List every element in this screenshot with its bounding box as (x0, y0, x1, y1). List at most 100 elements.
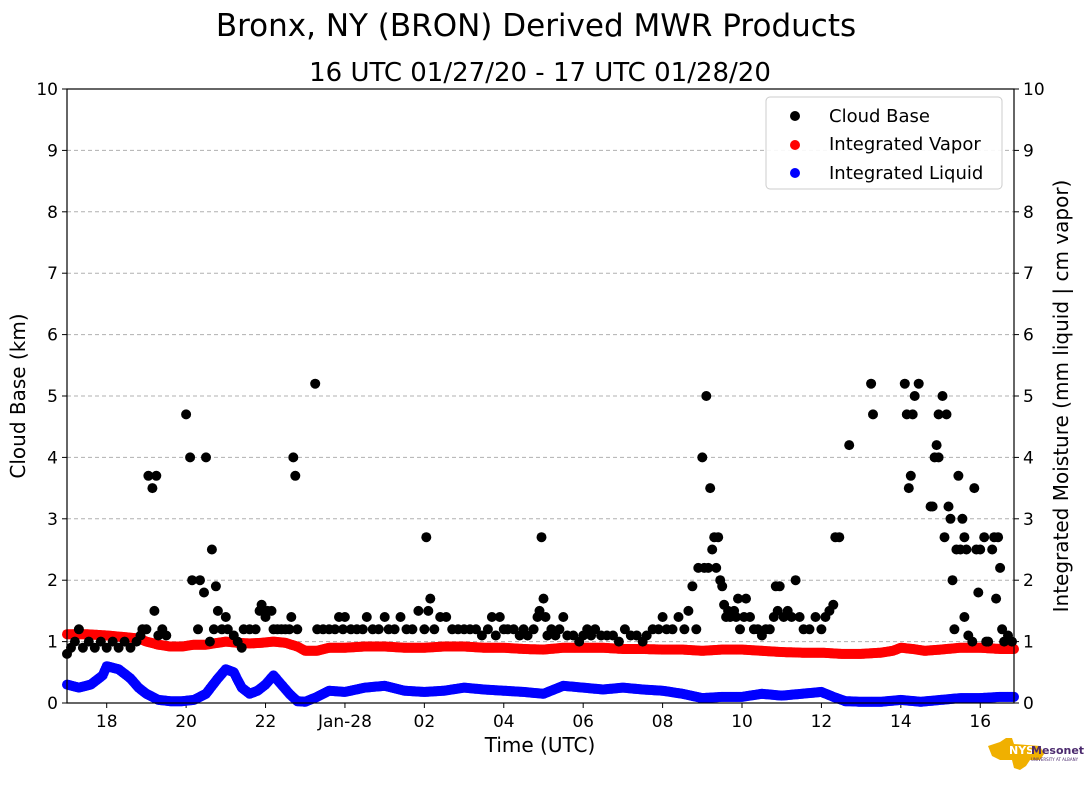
point-cloud-base (206, 544, 217, 555)
point-cloud-base (361, 612, 372, 622)
point-cloud-base (540, 612, 551, 622)
logo-subtext: UNIVERSITY AT ALBANY (1031, 757, 1079, 762)
point-cloud-base (949, 624, 960, 635)
point-cloud-base (816, 624, 827, 635)
point-cloud-base (844, 440, 855, 451)
point-cloud-base (421, 532, 432, 543)
y-tick-label-right: 1 (1023, 633, 1034, 653)
point-cloud-base (937, 391, 948, 401)
point-cloud-base (745, 612, 755, 622)
point-cloud-base (945, 513, 956, 524)
series-cloud-base (62, 378, 1017, 659)
y-tick-label-right: 4 (1023, 448, 1034, 468)
point-cloud-base (590, 624, 601, 635)
point-cloud-base (691, 624, 702, 635)
point-cloud-base (868, 409, 878, 420)
point-cloud-base (208, 624, 219, 635)
point-cloud-base (657, 612, 668, 622)
x-tick-label: 22 (255, 712, 277, 732)
y-tick-label-left: 7 (47, 264, 58, 284)
y-tick-label-right: 5 (1023, 387, 1034, 407)
plot-frame (66, 88, 1015, 704)
y-tick-label-left: 5 (47, 387, 58, 407)
point-cloud-base (423, 605, 434, 616)
point-cloud-base (713, 532, 724, 543)
point-cloud-base (834, 532, 845, 543)
y-tick-label-left: 4 (47, 448, 58, 468)
chart-title: Bronx, NY (BRON) Derived MWR Products (216, 8, 856, 44)
point-cloud-base (903, 483, 914, 494)
point-cloud-base (943, 501, 954, 512)
y-tick-label-left: 0 (47, 694, 58, 714)
point-cloud-base (250, 624, 261, 635)
y-axis-label-right: Integrated Moisture (mm liquid | cm vapo… (1049, 180, 1073, 613)
point-cloud-base (538, 593, 549, 604)
point-cloud-base (199, 587, 209, 598)
y-tick-label-right: 3 (1023, 510, 1034, 530)
point-cloud-base (373, 624, 384, 635)
point-cloud-base (939, 532, 950, 543)
logo-mesonet-text: Mesonet (1031, 744, 1084, 757)
point-cloud-base (125, 642, 136, 653)
point-cloud-base (429, 624, 440, 635)
point-cloud-base (764, 624, 775, 635)
point-cloud-base (201, 452, 211, 463)
legend: Cloud Base Integrated Vapor Integrated L… (765, 96, 1003, 190)
legend-box (765, 96, 1003, 190)
point-cloud-base (735, 624, 745, 635)
y-tick-label-left: 8 (47, 203, 58, 223)
point-cloud-base (379, 612, 390, 622)
point-cloud-base (508, 624, 519, 635)
point-cloud-base (786, 612, 797, 622)
point-cloud-base (534, 605, 545, 616)
point-cloud-base (147, 483, 158, 494)
point-cloud-base (683, 605, 694, 616)
point-cloud-base (558, 612, 569, 622)
point-cloud-base (975, 544, 986, 555)
point-cloud-base (161, 630, 172, 641)
point-cloud-base (701, 391, 712, 401)
legend-label-cloud-base: Cloud Base (829, 106, 930, 127)
point-cloud-base (151, 470, 162, 481)
y-tick-label-right: 7 (1023, 264, 1034, 284)
point-cloud-base (482, 624, 493, 635)
point-cloud-base (141, 624, 152, 635)
point-cloud-base (717, 581, 728, 592)
point-cloud-base (933, 409, 944, 420)
point-cloud-base (991, 593, 1002, 604)
chart-subtitle: 16 UTC 01/27/20 - 17 UTC 01/28/20 (309, 58, 771, 88)
point-cloud-base (357, 624, 368, 635)
y-tick-label-left: 1 (47, 633, 58, 653)
point-cloud-base (957, 513, 968, 524)
point-cloud-base (338, 624, 348, 635)
point-cloud-base (101, 642, 112, 653)
ny-state-shape-icon (988, 738, 1044, 770)
point-cloud-base (967, 636, 978, 647)
point-cloud-base (471, 624, 481, 635)
point-cloud-base (212, 605, 223, 616)
point-cloud-base (772, 605, 783, 616)
x-tick-label: 14 (890, 712, 912, 732)
nys-mesonet-logo: NYS Mesonet UNIVERSITY AT ALBANY (988, 738, 1084, 770)
point-cloud-base (969, 483, 980, 494)
y-tick-label-right: 6 (1023, 326, 1034, 346)
legend-marker-integrated-liquid (790, 168, 800, 178)
point-cloud-base (236, 642, 247, 653)
y-tick-label-left: 10 (36, 80, 58, 100)
point-cloud-base (441, 612, 452, 622)
point-cloud-base (185, 452, 196, 463)
point-cloud-base (407, 624, 418, 635)
point-cloud-base (310, 378, 321, 389)
point-cloud-base (69, 636, 80, 647)
series-integrated-liquid (62, 661, 1019, 707)
point-cloud-base (476, 630, 487, 641)
point-cloud-base (330, 624, 340, 635)
point-cloud-base (222, 624, 233, 635)
y-tick-label-left: 3 (47, 510, 58, 530)
gridlines (67, 149, 1014, 643)
point-cloud-base (528, 624, 539, 635)
point-cloud-base (711, 562, 722, 573)
x-axis-label: Time (UTC) (484, 733, 596, 757)
